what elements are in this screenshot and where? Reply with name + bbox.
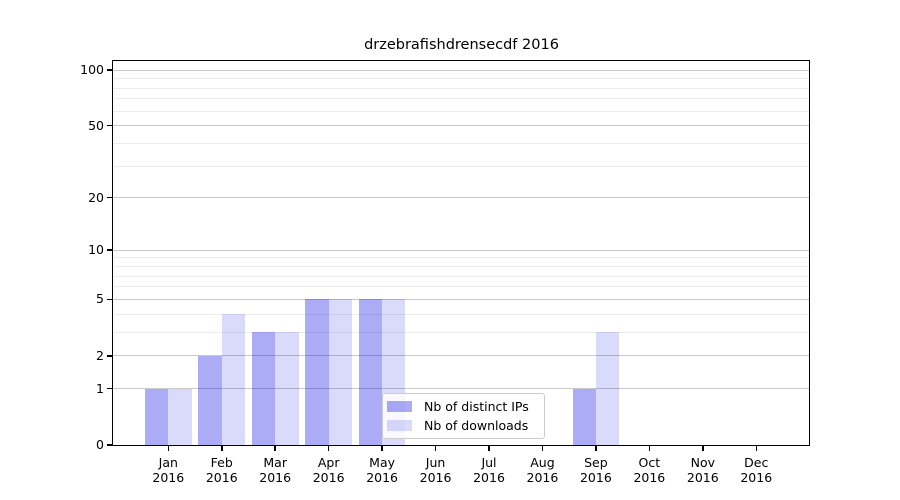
x-tick-mark: [755, 445, 757, 451]
bar-distinct-ips-mar: [251, 332, 276, 445]
x-tick-label-apr: Apr 2016: [312, 455, 345, 485]
gridline-major: [113, 355, 810, 357]
y-tick-label: 2: [96, 347, 104, 363]
bar-distinct-ips-may: [358, 299, 383, 445]
x-tick-label-jan: Jan 2016: [152, 455, 185, 485]
y-tick-mark: [107, 69, 113, 71]
legend-item-downloads: Nb of downloads: [383, 416, 544, 435]
gridline-minor: [113, 98, 810, 100]
gridline-minor: [113, 87, 810, 89]
gridline-minor: [113, 286, 810, 288]
y-tick-label: 1: [96, 380, 104, 396]
gridline-minor: [113, 142, 810, 144]
y-tick-mark: [107, 444, 113, 446]
x-tick-label-jun: Jun 2016: [419, 455, 452, 485]
bar-downloads-apr: [328, 299, 353, 445]
gridline-minor: [113, 78, 810, 80]
gridline-minor: [113, 165, 810, 167]
x-tick-label-dec: Dec 2016: [740, 455, 773, 485]
bar-downloads-jan: [168, 388, 192, 445]
x-tick-mark: [327, 445, 330, 451]
x-tick-mark: [274, 445, 276, 451]
x-tick-mark: [595, 445, 597, 451]
legend-swatch-distinct-ips: [387, 401, 412, 412]
gridline-minor: [113, 275, 810, 277]
x-tick-label-jul: Jul 2016: [473, 455, 505, 485]
bar-distinct-ips-sep: [572, 388, 596, 445]
gridline-minor: [113, 266, 810, 268]
y-tick-mark: [107, 196, 113, 199]
gridline-major: [113, 388, 810, 390]
x-tick-mark: [221, 445, 223, 451]
x-tick-label-nov: Nov 2016: [686, 455, 719, 485]
gridline-major: [113, 197, 810, 199]
gridline-major: [113, 249, 810, 251]
x-tick-mark: [488, 445, 490, 451]
y-tick-label: 50: [88, 117, 104, 133]
bar-downloads-feb: [221, 314, 246, 445]
x-tick-label-may: May 2016: [366, 455, 398, 485]
gridline-major: [113, 125, 810, 127]
legend-label-distinct-ips: Nb of distinct IPs: [424, 399, 529, 414]
bar-distinct-ips-feb: [198, 355, 222, 445]
x-tick-label-feb: Feb 2016: [205, 455, 238, 485]
x-tick-label-oct: Oct 2016: [633, 455, 666, 485]
y-tick-label: 20: [88, 189, 104, 205]
y-tick-mark: [107, 249, 113, 251]
gridline-minor: [113, 110, 810, 112]
x-tick-mark: [167, 445, 170, 451]
x-tick-mark: [648, 445, 651, 451]
bar-downloads-sep: [595, 332, 620, 445]
y-tick-label: 100: [80, 62, 104, 78]
bar-distinct-ips-jan: [144, 388, 169, 445]
bar-distinct-ips-apr: [305, 299, 329, 445]
x-tick-mark: [702, 445, 704, 451]
y-tick-label: 5: [96, 291, 104, 307]
gridline-minor: [113, 331, 810, 333]
y-tick-mark: [107, 387, 113, 390]
chart-title: drzebrafishdrensecdf 2016: [364, 37, 559, 53]
gridline-minor: [113, 313, 810, 315]
legend-label-downloads: Nb of downloads: [424, 418, 529, 433]
x-tick-label-mar: Mar 2016: [259, 455, 292, 485]
x-tick-mark: [381, 445, 383, 451]
legend: Nb of distinct IPs Nb of downloads: [382, 393, 545, 439]
y-tick-mark: [107, 355, 113, 357]
gridline-major: [113, 69, 810, 71]
y-tick-mark: [107, 124, 113, 127]
gridline-minor: [113, 257, 810, 259]
x-tick-label-sep: Sep 2016: [579, 455, 612, 485]
y-tick-label: 0: [96, 437, 104, 452]
gridline-major: [113, 298, 810, 300]
x-tick-label-aug: Aug 2016: [526, 455, 559, 485]
x-tick-mark: [541, 445, 544, 451]
legend-swatch-downloads: [387, 420, 412, 431]
legend-item-distinct-ips: Nb of distinct IPs: [383, 397, 544, 416]
x-tick-mark: [434, 445, 437, 451]
bar-downloads-mar: [275, 332, 299, 445]
y-tick-label: 10: [88, 242, 104, 258]
y-tick-mark: [107, 298, 113, 301]
